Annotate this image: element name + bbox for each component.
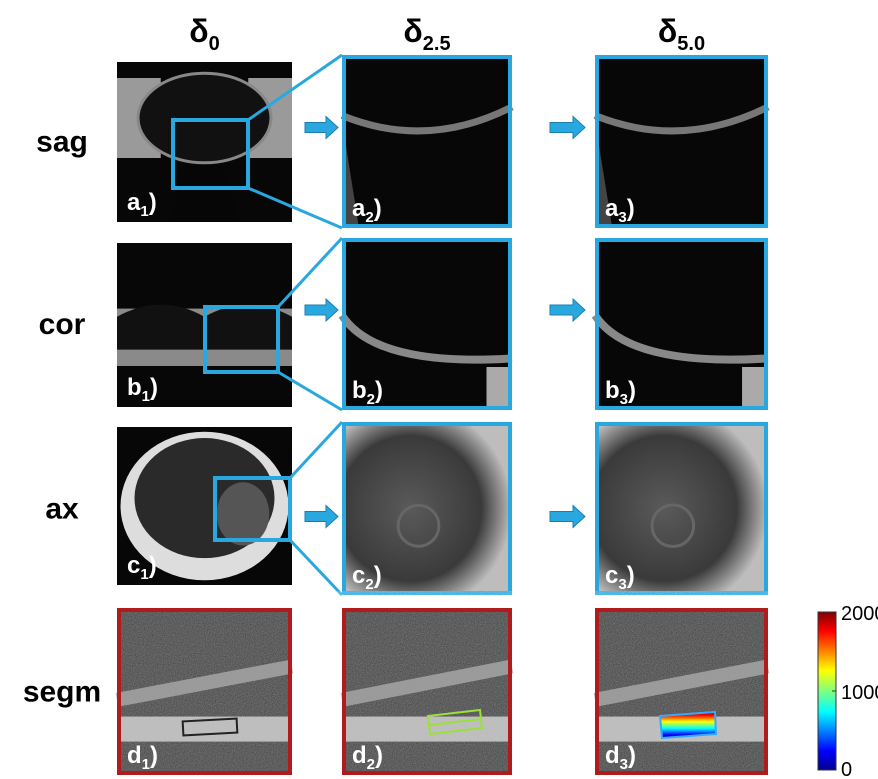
- image-detail: [342, 717, 512, 742]
- image: [117, 427, 292, 585]
- row-label: segm: [23, 676, 101, 709]
- image-bg: [342, 55, 512, 228]
- image: [595, 55, 768, 228]
- panel-close: ): [375, 742, 383, 769]
- arrow: [550, 117, 585, 139]
- panel-letter: c: [605, 562, 618, 589]
- image: [342, 608, 512, 775]
- arrow: [550, 506, 585, 528]
- segmentation: [660, 712, 716, 738]
- panel-subscript: 1: [140, 566, 148, 583]
- panel-subscript: 1: [142, 756, 150, 773]
- panel-subscript: 2: [365, 576, 373, 593]
- panel-subscript: 1: [142, 388, 150, 405]
- panel-close: ): [627, 562, 635, 589]
- panel-letter: a: [605, 195, 619, 222]
- panel-letter: b: [605, 377, 620, 404]
- zoom-line: [290, 540, 342, 595]
- image: [342, 238, 512, 410]
- panel-subscript: 2: [365, 209, 373, 226]
- panel-letter: d: [605, 742, 620, 769]
- page: {"columns":[{"symbol":"δ","sub":"0"},{"s…: [0, 0, 878, 779]
- panel-subscript: 3: [618, 209, 626, 226]
- header-symbol: δ: [658, 13, 677, 49]
- arrow: [305, 506, 338, 528]
- colorbar-tick-label: 1000: [841, 682, 878, 704]
- column-header: δ0: [189, 13, 220, 55]
- arrow: [305, 299, 338, 321]
- image-detail: [217, 482, 270, 545]
- image: [342, 422, 512, 595]
- header-symbol: δ: [403, 13, 422, 49]
- header-subscript: 2.5: [423, 33, 451, 55]
- panel-subscript: 3: [620, 756, 628, 773]
- colorbar-tick-label: 0: [841, 759, 852, 779]
- panel-letter: d: [127, 742, 142, 769]
- panel-letter: a: [127, 189, 141, 216]
- row-label: ax: [45, 493, 79, 526]
- panel-subscript: 1: [140, 203, 148, 220]
- panel-close: ): [150, 742, 158, 769]
- panel-close: ): [628, 377, 636, 404]
- image: [117, 608, 292, 775]
- panel-close: ): [374, 195, 382, 222]
- panel-subscript: 3: [620, 391, 628, 408]
- panel-subscript: 2: [367, 756, 375, 773]
- panel-letter: c: [352, 562, 365, 589]
- arrow: [550, 299, 585, 321]
- panel-close: ): [149, 189, 157, 216]
- figure: δ0δ2.5δ5.0saga1)a2)a3)corb1)b2)b3)axc1)c…: [0, 0, 878, 779]
- panel-subscript: 2: [367, 391, 375, 408]
- zoom-line: [290, 422, 342, 478]
- colorbar-tick-label: 2000: [841, 603, 878, 625]
- column-header: δ2.5: [403, 13, 450, 55]
- image: [342, 55, 512, 228]
- panel-letter: b: [127, 374, 142, 401]
- image: [595, 422, 768, 595]
- panel-letter: a: [352, 195, 366, 222]
- panel-close: ): [627, 195, 635, 222]
- image-bg: [595, 55, 768, 228]
- panel-letter: d: [352, 742, 367, 769]
- row-label: cor: [39, 308, 86, 341]
- panel-close: ): [150, 374, 158, 401]
- panel-subscript: 3: [618, 576, 626, 593]
- image: [117, 62, 292, 222]
- panel-close: ): [374, 562, 382, 589]
- panel-close: ): [149, 552, 157, 579]
- panel-close: ): [375, 377, 383, 404]
- header-symbol: δ: [189, 13, 208, 49]
- panel-letter: b: [352, 377, 367, 404]
- arrow: [305, 117, 338, 139]
- image: [595, 238, 768, 410]
- image: [595, 608, 768, 775]
- column-header: δ5.0: [658, 13, 705, 55]
- row-label: sag: [36, 126, 88, 159]
- panel-close: ): [628, 742, 636, 769]
- header-subscript: 5.0: [677, 33, 705, 55]
- header-subscript: 0: [209, 33, 220, 55]
- panel-letter: c: [127, 552, 140, 579]
